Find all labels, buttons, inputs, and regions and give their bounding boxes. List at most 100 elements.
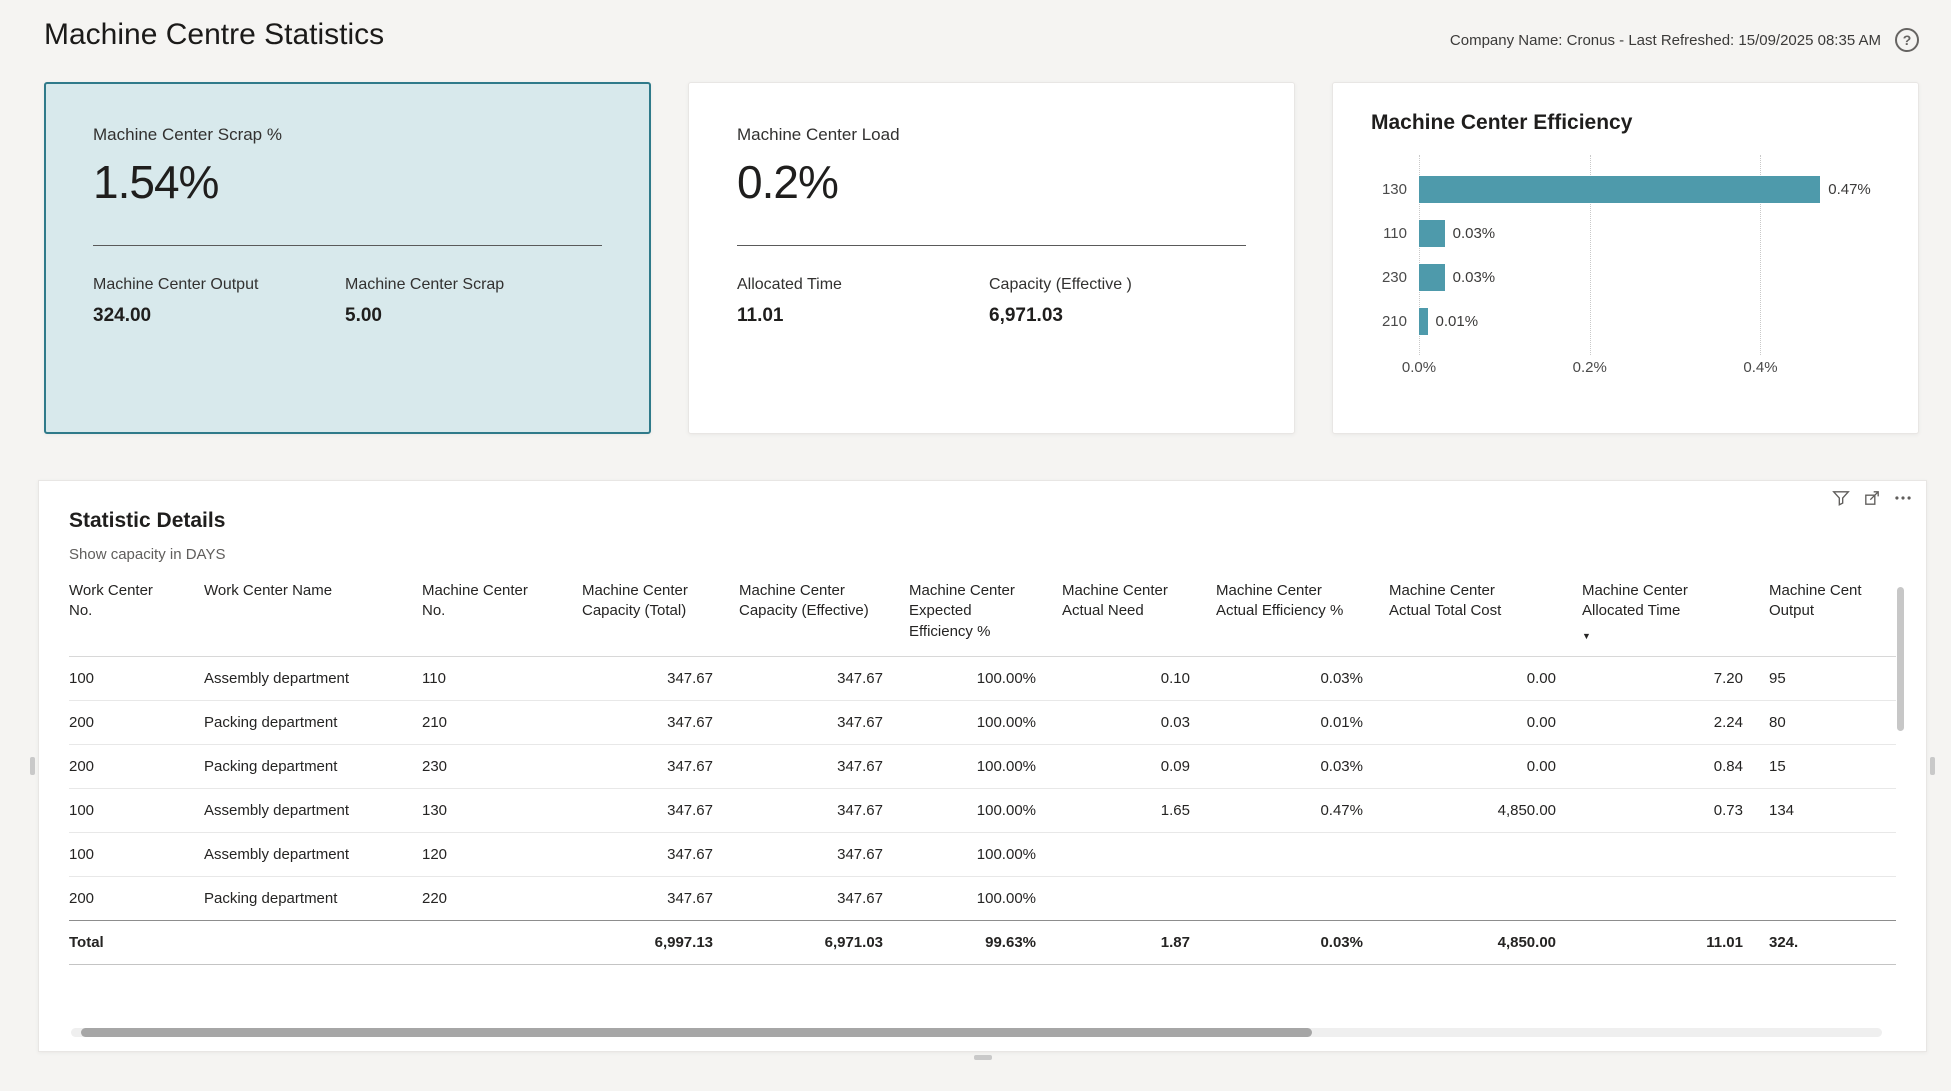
sort-desc-icon: ▼ <box>1582 630 1591 641</box>
top-bar-right: Company Name: Cronus - Last Refreshed: 1… <box>1450 28 1919 52</box>
table-cell: 100.00% <box>976 889 1036 907</box>
table-cell: 130 <box>422 789 582 833</box>
chart-row: 0.47% <box>1419 167 1880 211</box>
statistic-details-table: Work Center No. Work Center Name Machine C… <box>69 575 1896 965</box>
table-cell: 4,850.00 <box>1389 919 1582 965</box>
table-row[interactable]: 200 Packing department 230 347.67 347.67 100.… <box>69 745 1896 789</box>
chart-bar-130[interactable] <box>1419 175 1821 203</box>
column-header[interactable]: Machine Cent Output <box>1769 575 1896 657</box>
chart-row: 0.03% <box>1419 211 1880 255</box>
column-header[interactable]: Work Center Name <box>204 575 422 657</box>
column-header[interactable]: Machine Center Actual Need <box>1062 575 1216 657</box>
kpi-metric-value: 6,971.03 <box>989 305 1063 326</box>
resize-handle-bottom[interactable] <box>973 1055 992 1060</box>
card-machine-center-efficiency[interactable]: Machine Center Efficiency 130 110 230 210 0… <box>1332 82 1919 434</box>
table-row[interactable]: 100 Assembly department 110 347.67 347.67 100… <box>69 657 1896 701</box>
table-cell: 4,850.00 <box>1389 789 1582 833</box>
column-header[interactable]: Machine Center Actual Total Cost <box>1389 575 1582 657</box>
table-cell <box>1389 833 1582 877</box>
table-cell: 134 <box>1769 789 1896 833</box>
kpi-metric: Allocated Time 11.01 <box>737 276 989 327</box>
card-machine-center-load[interactable]: Machine Center Load 0.2% Allocated Time 1… <box>688 82 1295 434</box>
more-options-icon[interactable] <box>1894 489 1912 507</box>
table-cell: 7.20 <box>1582 657 1769 701</box>
table-cell: 210 <box>422 701 582 745</box>
table-cell: 347.67 <box>582 701 739 745</box>
table-cell: 347.67 <box>837 889 883 907</box>
table-row[interactable]: 100 Assembly department 120 347.67 347.67 100… <box>69 833 1896 877</box>
column-header[interactable]: Machine Center Capacity (Total) <box>582 575 739 657</box>
table-cell: 347.67 <box>582 789 739 833</box>
filter-icon[interactable] <box>1832 489 1850 507</box>
table-cell <box>1216 877 1389 920</box>
chart-bar-value: 0.03% <box>1452 268 1496 286</box>
table-cell <box>1582 877 1769 920</box>
chart-gridline <box>1419 155 1420 355</box>
chart-bar-110[interactable] <box>1419 219 1445 247</box>
statistic-details-panel: Statistic Details Show capacity in DAYS … <box>30 480 1935 1060</box>
column-header[interactable]: Machine Center Expected Efficiency % <box>909 575 1062 657</box>
column-header-label: Machine Center Capacity (Effective) <box>739 582 869 620</box>
help-icon[interactable]: ? <box>1895 28 1919 52</box>
divider <box>737 245 1246 246</box>
table-row[interactable]: 100 Assembly department 130 347.67 347.67 100… <box>69 789 1896 833</box>
chart-bar-210[interactable] <box>1419 307 1428 335</box>
horizontal-scrollbar-thumb[interactable] <box>81 1028 1313 1037</box>
column-header[interactable]: Machine Center No. <box>422 575 582 657</box>
table-cell: 347.67 <box>582 657 739 701</box>
chart-bar-value: 0.47% <box>1828 180 1871 198</box>
resize-handle-left[interactable] <box>30 757 35 775</box>
table-cell: 0.01% <box>1216 701 1389 745</box>
card-machine-center-scrap[interactable]: Machine Center Scrap % 1.54% Machine Cen… <box>44 82 651 434</box>
kpi-title: Machine Center Scrap % <box>93 125 282 144</box>
kpi-value: 1.54% <box>93 156 219 208</box>
focus-mode-icon[interactable] <box>1863 489 1881 507</box>
table-row[interactable]: 200 Packing department 220 347.67 347.67 100.… <box>69 877 1896 920</box>
table-header-row: Work Center No. Work Center Name Machine C… <box>69 575 1896 657</box>
kpi-metric-value: 11.01 <box>737 305 784 326</box>
column-header[interactable]: Machine Center Actual Efficiency % <box>1216 575 1389 657</box>
table-cell: 100.00% <box>909 657 1062 701</box>
table-cell: 2.24 <box>1582 701 1769 745</box>
chart-y-label: 230 <box>1381 268 1407 286</box>
column-header[interactable]: Machine Center Capacity (Effective) <box>739 575 909 657</box>
chart-bar-230[interactable] <box>1419 263 1445 291</box>
column-header-label: Machine Center No. <box>422 582 528 620</box>
table-total-row[interactable]: Total 6,997.13 6,971.03 99.63% 1.87 0.03% 4,85… <box>69 919 1896 965</box>
resize-handle-right[interactable] <box>1930 757 1935 775</box>
column-header[interactable]: Work Center No. <box>69 575 204 657</box>
table-cell: Assembly department <box>204 657 422 701</box>
table-cell: 1.65 <box>1062 789 1216 833</box>
efficiency-bar-chart: 130 110 230 210 0.47% 0.03% 0.03% 0.01% <box>1371 155 1880 355</box>
kpi-title: Machine Center Load <box>737 125 900 144</box>
table-cell: 100.00% <box>909 789 1062 833</box>
table-cell: 200 <box>69 745 204 789</box>
table-cell: 120 <box>422 833 582 877</box>
table-cell: 347.67 <box>582 745 739 789</box>
table-cell: 0.10 <box>1062 657 1216 701</box>
kpi-metric: Machine Center Scrap 5.00 <box>345 276 597 327</box>
table-cell: 0.73 <box>1582 789 1769 833</box>
kpi-metric-value: 5.00 <box>345 305 382 326</box>
table-cell <box>1769 877 1896 920</box>
table-cell: 347.67 <box>739 701 909 745</box>
table-cell: 0.03% <box>1216 919 1389 965</box>
table-cell: Packing department <box>204 889 338 907</box>
chart-row: 0.01% <box>1419 299 1880 343</box>
column-header-label: Machine Center Actual Total Cost <box>1389 582 1502 620</box>
table-cell: 1.87 <box>1062 919 1216 965</box>
table-cell: 15 <box>1769 745 1896 789</box>
table-cell <box>422 919 582 965</box>
chart-y-axis: 130 110 230 210 <box>1371 167 1419 343</box>
table-row[interactable]: 200 Packing department 210 347.67 347.67 100.… <box>69 701 1896 745</box>
table-cell: Packing department <box>204 745 422 789</box>
chart-y-label: 210 <box>1381 312 1407 330</box>
table-cell <box>1582 833 1769 877</box>
table-cell <box>204 919 422 965</box>
vertical-scrollbar[interactable] <box>1897 587 1904 731</box>
kpi-metric: Capacity (Effective ) 6,971.03 <box>989 276 1241 327</box>
horizontal-scrollbar-track[interactable] <box>71 1028 1882 1037</box>
table-cell: 100 <box>69 657 204 701</box>
kpi-sub-metrics: Allocated Time 11.01 Capacity (Effective )… <box>737 276 1246 327</box>
column-header[interactable]: Machine Center Allocated Time ▼ <box>1582 575 1769 657</box>
